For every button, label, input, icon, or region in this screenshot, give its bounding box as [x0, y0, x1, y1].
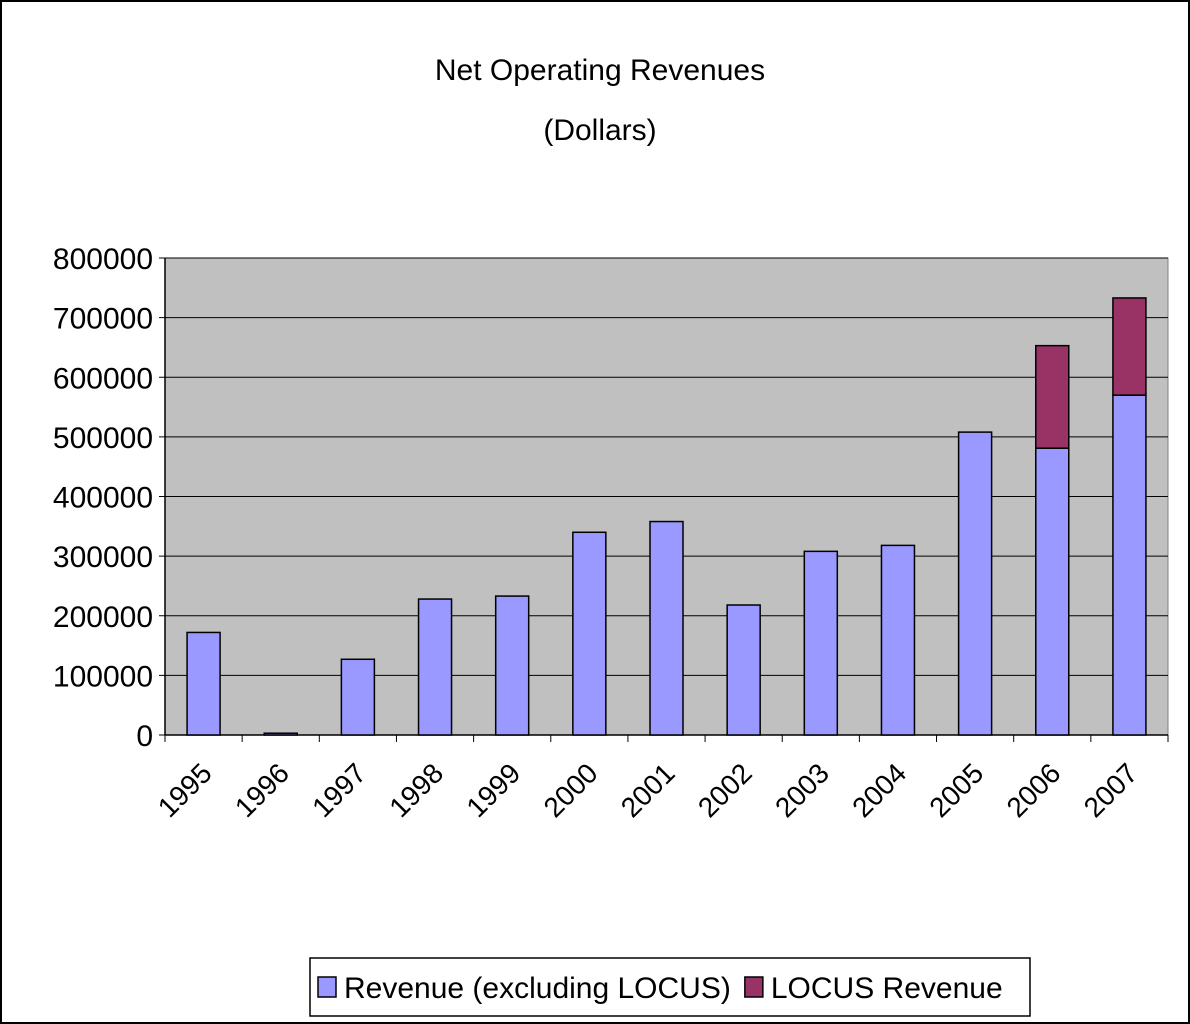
- bar: [803, 550, 839, 736]
- legend-swatch: [317, 976, 337, 998]
- bar: [494, 595, 530, 736]
- bar: [1035, 447, 1070, 736]
- bar: [1035, 344, 1070, 449]
- chart-subtitle: (Dollars): [543, 114, 656, 147]
- legend-swatch: [744, 976, 764, 998]
- y-tick-label: 600000: [53, 362, 153, 395]
- legend-label: Revenue (excluding LOCUS): [344, 972, 731, 1005]
- y-tick-label: 0: [136, 720, 153, 753]
- bar: [880, 544, 916, 736]
- bar: [1112, 297, 1147, 396]
- bar: [1112, 394, 1147, 736]
- bar: [186, 631, 221, 736]
- y-tick-label: 400000: [53, 482, 153, 515]
- bar: [263, 732, 298, 736]
- y-tick-label: 100000: [53, 660, 153, 693]
- y-tick-label: 700000: [53, 303, 153, 336]
- y-tick-label: 300000: [53, 541, 153, 574]
- bar: [340, 658, 376, 736]
- bar: [726, 604, 761, 736]
- legend: [309, 957, 1031, 1017]
- y-tick-label: 200000: [53, 601, 153, 634]
- y-tick-label: 500000: [53, 422, 153, 455]
- chart-title: Net Operating Revenues: [435, 54, 765, 87]
- bar: [649, 520, 684, 736]
- legend-label: LOCUS Revenue: [771, 972, 1003, 1005]
- bar: [417, 598, 453, 736]
- bar: [957, 431, 993, 736]
- y-tick-label: 800000: [53, 243, 153, 276]
- bar: [572, 531, 607, 736]
